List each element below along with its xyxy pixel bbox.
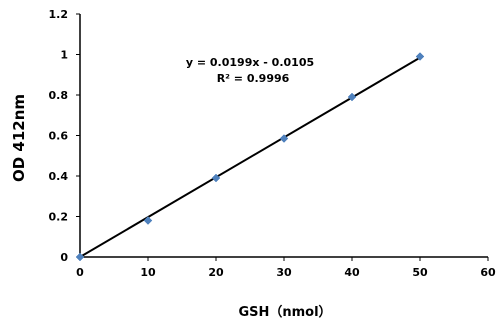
y-tick-label: 0.8 (49, 89, 69, 102)
x-tick-label: 50 (412, 266, 428, 279)
y-tick-label: 0.6 (49, 130, 69, 143)
trendline-r2: R² = 0.9996 (217, 72, 290, 85)
trendline-layer (79, 56, 421, 258)
y-tick-label: 0.2 (49, 211, 69, 224)
x-tick-label: 30 (276, 266, 292, 279)
data-point (279, 134, 289, 143)
y-tick-label: 0 (60, 251, 68, 264)
y-tick-label: 1 (60, 49, 68, 62)
x-tick-label: 20 (208, 266, 224, 279)
data-points (75, 52, 425, 262)
data-point (143, 216, 153, 225)
data-point (75, 252, 85, 262)
data-point (415, 52, 425, 61)
x-tick-label: 10 (140, 266, 156, 279)
y-tick-label: 1.2 (49, 8, 69, 21)
trendline-equation: y = 0.0199x - 0.0105 (186, 56, 314, 69)
x-tick-label: 40 (344, 266, 360, 279)
ticks (76, 13, 489, 261)
x-axis-title: GSH（nmol） (238, 304, 331, 320)
tick-labels: 0 10 20 30 40 50 60 0 0.2 0.4 0.6 0.8 1 1.2 (49, 8, 496, 279)
y-axis-title: OD 412nm (10, 94, 28, 182)
data-point (347, 92, 357, 102)
data-point (211, 173, 221, 183)
y-tick-label: 0.4 (49, 170, 69, 183)
x-tick-label: 0 (76, 266, 84, 279)
x-tick-label: 60 (480, 266, 496, 279)
trendline (79, 56, 421, 258)
